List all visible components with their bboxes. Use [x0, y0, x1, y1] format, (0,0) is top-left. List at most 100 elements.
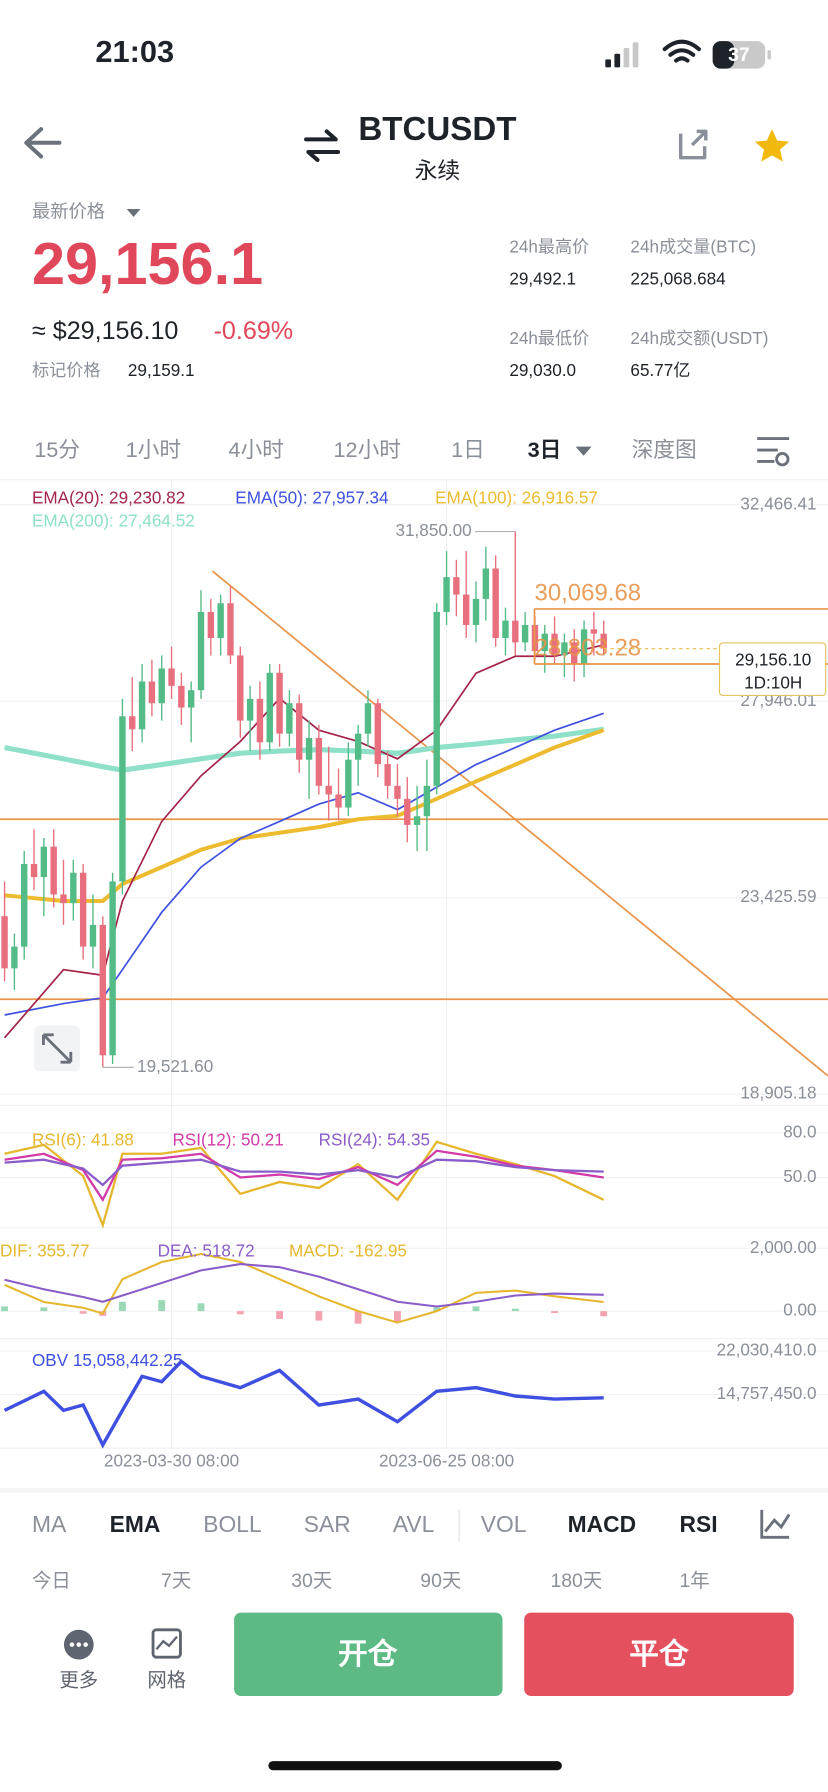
stats: 24h最高价 29,492.1 24h成交量(BTC) 225,068.684 24h最… — [509, 236, 768, 379]
macd-bar — [119, 1301, 126, 1312]
battery-text: 37 — [728, 44, 750, 66]
macd-bar — [276, 1311, 284, 1319]
candle-body — [492, 568, 499, 639]
y-tick-label: 23,425.59 — [740, 886, 816, 906]
range-tab[interactable]: 30天 — [291, 1570, 332, 1592]
legend-entry: RSI(12): 50.21 — [172, 1130, 283, 1150]
interval-tab[interactable]: 3日 — [528, 437, 562, 462]
indicator-tab[interactable]: SAR — [304, 1511, 351, 1537]
macd-bar — [551, 1311, 559, 1314]
indicator-tab[interactable]: EMA — [110, 1511, 161, 1537]
fullscreen-button[interactable] — [34, 1025, 80, 1072]
close-button[interactable] — [524, 1612, 794, 1697]
candle-body — [237, 655, 244, 721]
macd-bar — [511, 1308, 519, 1312]
candle-body — [138, 681, 146, 730]
range-tab[interactable]: 180天 — [550, 1570, 602, 1592]
candle-body — [453, 577, 460, 595]
indicator-tab[interactable]: MA — [32, 1511, 67, 1537]
indicator-tab[interactable]: VOL — [481, 1511, 527, 1537]
candle-body — [561, 642, 568, 656]
macd-bar — [394, 1311, 401, 1323]
candle-body — [541, 633, 548, 652]
candle-body — [50, 846, 57, 895]
range-tab[interactable]: 90天 — [420, 1570, 461, 1592]
indicator-tab[interactable]: RSI — [680, 1511, 718, 1537]
candle-body — [227, 603, 234, 656]
close-label[interactable]: 平仓 — [629, 1638, 689, 1671]
macd-bar — [40, 1307, 48, 1312]
indicator-tab[interactable]: AVL — [393, 1511, 434, 1537]
indicator-tab[interactable]: MACD — [568, 1511, 636, 1537]
candle-body — [502, 620, 509, 639]
interval-dropdown[interactable] — [575, 446, 592, 456]
x-tick-label: 2023-03-30 08:00 — [104, 1450, 239, 1470]
open-button[interactable] — [234, 1612, 503, 1697]
signal-bar — [623, 48, 630, 68]
legend-entry: RSI(24): 54.35 — [319, 1130, 430, 1150]
candle-body — [600, 633, 607, 649]
open-label[interactable]: 开仓 — [338, 1638, 398, 1671]
dropdown-icon[interactable] — [126, 209, 141, 218]
candle-body — [512, 620, 519, 643]
more-dot — [76, 1642, 82, 1647]
macd-bar — [315, 1311, 323, 1321]
legend-entry: OBV 15,058,442.25 — [32, 1350, 182, 1370]
y-tick-label: 22,030,410.0 — [717, 1340, 817, 1360]
legend-entry: DIF: 355.77 — [0, 1240, 89, 1260]
macd-bar — [433, 1307, 441, 1312]
candle-body — [571, 642, 578, 665]
interval-tab[interactable]: 4小时 — [228, 437, 283, 462]
legend-entry: EMA(50): 27,957.34 — [235, 488, 389, 508]
candle-body — [305, 737, 313, 760]
range-tab[interactable]: 今日 — [32, 1570, 71, 1592]
more-label[interactable]: 更多 — [59, 1669, 98, 1691]
stat-label: 24h最高价 — [509, 236, 589, 256]
price-change: -0.69% — [214, 317, 294, 345]
candle-body — [256, 698, 264, 743]
ema-line — [3, 644, 604, 1039]
grid-icon-line — [155, 1635, 178, 1650]
interval-tab[interactable]: 1小时 — [126, 437, 181, 462]
stat-label: 24h成交量(BTC) — [630, 236, 756, 256]
candle-body — [325, 785, 332, 795]
candle-body — [21, 864, 28, 947]
low-label: 19,521.60 — [137, 1056, 213, 1076]
stat-label: 24h成交额(USDT) — [630, 328, 768, 348]
grid-icon[interactable] — [151, 1628, 182, 1659]
candle-body — [187, 690, 195, 708]
settings-lines — [757, 437, 790, 463]
macd-bar — [236, 1311, 244, 1315]
last-price-tag-value: 29,156.10 — [735, 650, 811, 670]
interval-tabs: 15分 1小时 4小时 12小时 1日 3日 深度图 — [34, 437, 696, 462]
grid-label[interactable]: 网格 — [147, 1669, 186, 1691]
signal-bar — [605, 59, 612, 68]
range-tab[interactable]: 7天 — [161, 1570, 191, 1592]
interval-tab[interactable]: 12小时 — [333, 437, 401, 462]
indicator-tab[interactable]: BOLL — [203, 1511, 261, 1537]
candle-body — [384, 764, 391, 786]
legend-entry: RSI(6): 41.88 — [32, 1130, 134, 1150]
indicator-settings-icon[interactable] — [760, 1509, 791, 1539]
candle-body — [178, 685, 185, 708]
switch-icon[interactable] — [304, 129, 341, 162]
interval-tab[interactable]: 1日 — [451, 437, 485, 462]
candle-body — [266, 672, 273, 743]
range-tab[interactable]: 1年 — [680, 1570, 710, 1592]
chart-settings-icon[interactable] — [757, 437, 790, 467]
y-tick-label: 14,757,450.0 — [717, 1383, 817, 1403]
candle-body — [315, 737, 323, 786]
interval-tab[interactable]: 深度图 — [632, 437, 697, 462]
interval-tab[interactable]: 15分 — [34, 437, 80, 462]
share-button[interactable] — [678, 129, 708, 160]
candle-body — [246, 698, 254, 721]
back-button[interactable] — [24, 127, 62, 159]
legend-entry: EMA(200): 27,464.52 — [32, 511, 195, 531]
candle-body — [60, 894, 67, 904]
favorite-button[interactable] — [754, 129, 790, 162]
macd-bar — [600, 1311, 608, 1317]
last-price-label: 最新价格 — [32, 200, 105, 221]
y-tick-label: 0.00 — [783, 1300, 816, 1320]
kline-chart: 2023-03-30 08:00 2023-06-25 08:00 32,466.4… — [0, 479, 828, 1470]
